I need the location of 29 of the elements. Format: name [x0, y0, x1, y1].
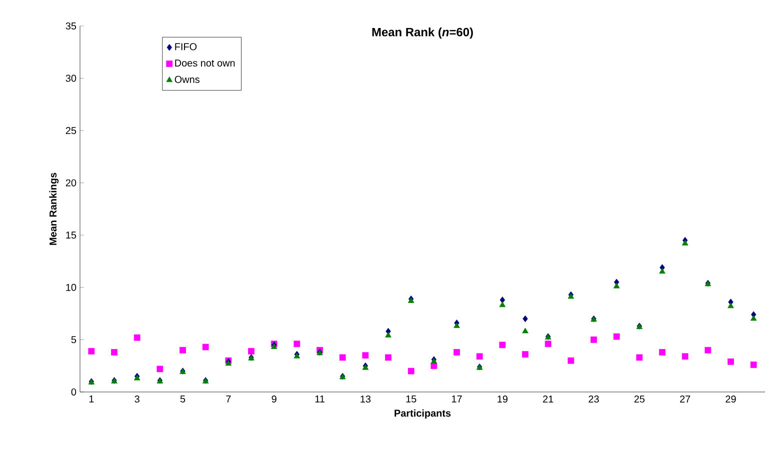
y-axis-title: Mean Rankings	[49, 172, 59, 245]
x-tick-label: 29	[726, 396, 736, 403]
x-tick-label: 17	[452, 396, 462, 402]
y-tick-label: 20	[66, 179, 76, 186]
y-tick-label: 15	[66, 232, 76, 239]
x-tick-label: 13	[360, 396, 371, 403]
chart-title: Mean Rank (n=60)	[372, 28, 473, 39]
x-tick-label: 21	[543, 396, 554, 402]
x-axis-title: Participants	[394, 409, 451, 419]
x-tick-label: 7	[226, 396, 231, 402]
legend-label: Does not own	[175, 60, 235, 67]
x-tick-label: 9	[272, 396, 276, 403]
y-tick-label: 25	[66, 127, 76, 134]
x-tick-label: 25	[634, 396, 645, 403]
legend-label: Owns	[174, 76, 200, 83]
y-tick-label: 0	[71, 388, 76, 396]
x-tick-label: 23	[588, 396, 599, 403]
x-tick-label: 5	[180, 396, 186, 402]
x-tick-label: 19	[498, 396, 508, 403]
x-tick-label: 15	[406, 396, 416, 402]
legend-label: FIFO	[175, 43, 197, 50]
x-tick-label: 3	[134, 396, 140, 403]
y-tick-label: 35	[66, 22, 76, 30]
y-tick-label: 30	[66, 74, 76, 82]
x-tick-label: 27	[680, 396, 690, 402]
x-tick-label: 1	[89, 396, 94, 402]
y-tick-label: 10	[66, 284, 76, 291]
y-tick-label: 5	[71, 336, 76, 344]
x-tick-label: 11	[315, 396, 324, 402]
